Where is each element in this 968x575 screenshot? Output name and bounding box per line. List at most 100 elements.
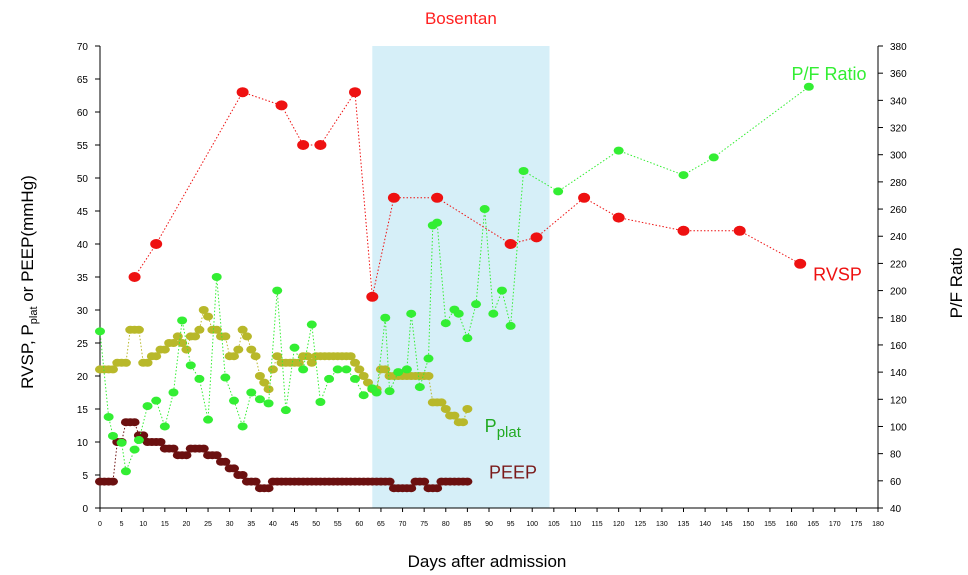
series-label: PEEP xyxy=(489,462,537,482)
data-point xyxy=(432,484,443,493)
x-tick-label: 125 xyxy=(634,521,646,528)
x-tick-label: 40 xyxy=(269,521,277,528)
data-point xyxy=(678,171,689,180)
y-left-tick-label: 30 xyxy=(77,306,89,317)
data-point xyxy=(306,320,317,329)
data-point xyxy=(116,438,127,447)
x-tick-label: 165 xyxy=(807,521,819,528)
data-point xyxy=(358,391,369,400)
y-left-title-main: RVSP, P xyxy=(18,324,37,389)
x-tick-label: 120 xyxy=(613,521,625,528)
y-right-tick-label: 140 xyxy=(890,368,907,379)
data-point xyxy=(504,239,517,249)
data-point xyxy=(471,300,482,309)
x-tick-label: 85 xyxy=(463,521,471,528)
data-point xyxy=(436,398,447,407)
data-point xyxy=(220,332,231,341)
data-point xyxy=(380,313,391,322)
bosentan-label: Bosentan xyxy=(425,9,497,28)
data-point xyxy=(423,354,434,363)
series-label: RVSP xyxy=(813,264,862,284)
x-tick-label: 115 xyxy=(591,521,602,528)
y-left-tick-label: 40 xyxy=(77,240,89,251)
series-peep xyxy=(95,418,473,493)
data-point xyxy=(496,286,507,295)
data-point xyxy=(168,388,179,397)
data-point xyxy=(151,396,162,405)
data-point xyxy=(440,319,451,328)
data-point xyxy=(142,402,153,411)
x-tick-label: 90 xyxy=(485,521,493,528)
data-point xyxy=(794,258,807,269)
data-point xyxy=(518,167,529,176)
y-left-tick-label: 65 xyxy=(77,75,89,86)
y-left-tick-label: 10 xyxy=(77,438,89,449)
data-point xyxy=(553,187,564,196)
y-right-tick-label: 220 xyxy=(890,259,907,270)
data-point xyxy=(332,365,343,374)
data-point xyxy=(190,332,201,341)
data-point xyxy=(246,388,257,397)
y-right-tick-label: 360 xyxy=(890,69,907,80)
data-point xyxy=(488,309,499,318)
data-point xyxy=(275,100,288,111)
x-tick-label: 5 xyxy=(120,521,124,528)
data-point xyxy=(449,411,460,420)
data-point xyxy=(198,306,209,314)
data-point xyxy=(95,327,105,336)
y-left-tick-label: 35 xyxy=(77,273,89,284)
data-point xyxy=(250,477,261,486)
data-point xyxy=(220,373,231,382)
y-right-tick-label: 260 xyxy=(890,205,907,216)
x-axis-title: Days after admission xyxy=(408,552,567,571)
data-point xyxy=(198,444,209,453)
x-tick-label: 150 xyxy=(742,521,754,528)
data-point xyxy=(128,272,141,282)
data-point xyxy=(228,464,239,473)
series-label: P/F Ratio xyxy=(792,64,867,84)
data-point xyxy=(349,87,362,98)
data-point xyxy=(315,398,326,407)
y-right-tick-label: 100 xyxy=(890,422,907,433)
data-point xyxy=(155,438,166,446)
series-p-f-ratio xyxy=(95,82,814,476)
data-point xyxy=(246,345,257,354)
data-point xyxy=(168,339,179,347)
data-point xyxy=(241,332,252,341)
data-point xyxy=(177,316,188,325)
x-tick-label: 50 xyxy=(312,521,320,528)
data-point xyxy=(324,374,335,383)
data-point xyxy=(406,309,417,318)
y-right-tick-label: 280 xyxy=(890,178,907,189)
y-left-tick-label: 0 xyxy=(82,504,88,515)
x-tick-label: 15 xyxy=(161,521,169,528)
x-tick-label: 55 xyxy=(334,521,342,528)
data-point xyxy=(120,358,131,367)
data-point xyxy=(129,445,140,454)
data-point xyxy=(371,388,382,397)
data-point xyxy=(354,365,365,374)
data-point xyxy=(612,212,625,223)
data-point xyxy=(129,418,140,427)
y-right-tick-label: 340 xyxy=(890,96,907,107)
data-point xyxy=(220,457,231,466)
series-line xyxy=(99,86,810,474)
data-point xyxy=(168,444,179,453)
x-tick-label: 100 xyxy=(526,521,538,528)
y-left-tick-label: 70 xyxy=(77,42,89,53)
y-left-tick-label: 55 xyxy=(77,141,89,152)
y-right-tick-label: 380 xyxy=(890,42,907,53)
data-point xyxy=(733,225,746,236)
data-point xyxy=(387,192,400,203)
x-tick-label: 105 xyxy=(548,521,560,528)
x-tick-label: 110 xyxy=(570,521,581,528)
data-point xyxy=(293,358,304,367)
data-point xyxy=(194,325,205,334)
x-tick-label: 145 xyxy=(721,521,733,528)
data-point xyxy=(211,325,222,334)
data-point xyxy=(440,405,451,413)
bosentan-shaded-region xyxy=(372,46,550,508)
data-point xyxy=(181,451,192,460)
x-tick-label: 35 xyxy=(247,521,255,528)
x-tick-label: 95 xyxy=(507,521,515,528)
